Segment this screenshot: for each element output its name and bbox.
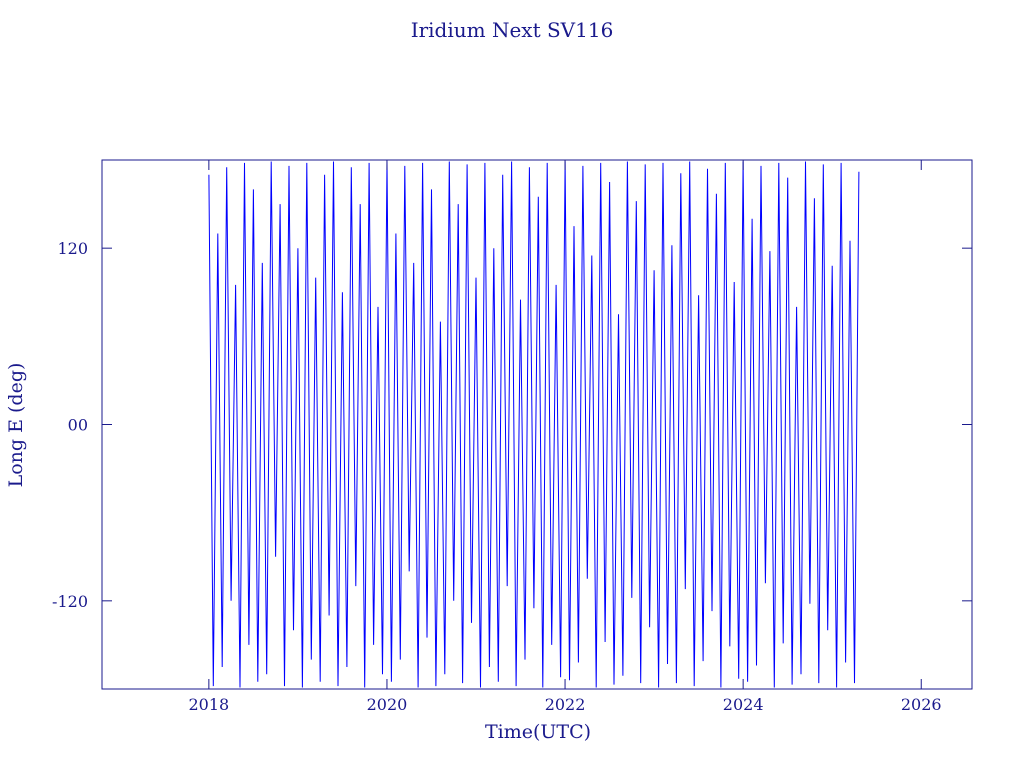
y-tick-label: 00 <box>68 416 88 435</box>
data-line <box>208 161 860 688</box>
x-axis-label: Time(UTC) <box>485 721 591 743</box>
y-tick-label: 120 <box>57 239 88 258</box>
x-tick-label: 2022 <box>545 695 586 714</box>
chart-title: Iridium Next SV116 <box>411 18 614 42</box>
x-tick-label: 2024 <box>723 695 764 714</box>
x-tick-label: 2018 <box>188 695 229 714</box>
y-axis-label: Long E (deg) <box>5 363 27 488</box>
y-tick-label: -120 <box>52 592 88 611</box>
x-tick-label: 2026 <box>901 695 942 714</box>
x-tick-label: 2020 <box>367 695 408 714</box>
